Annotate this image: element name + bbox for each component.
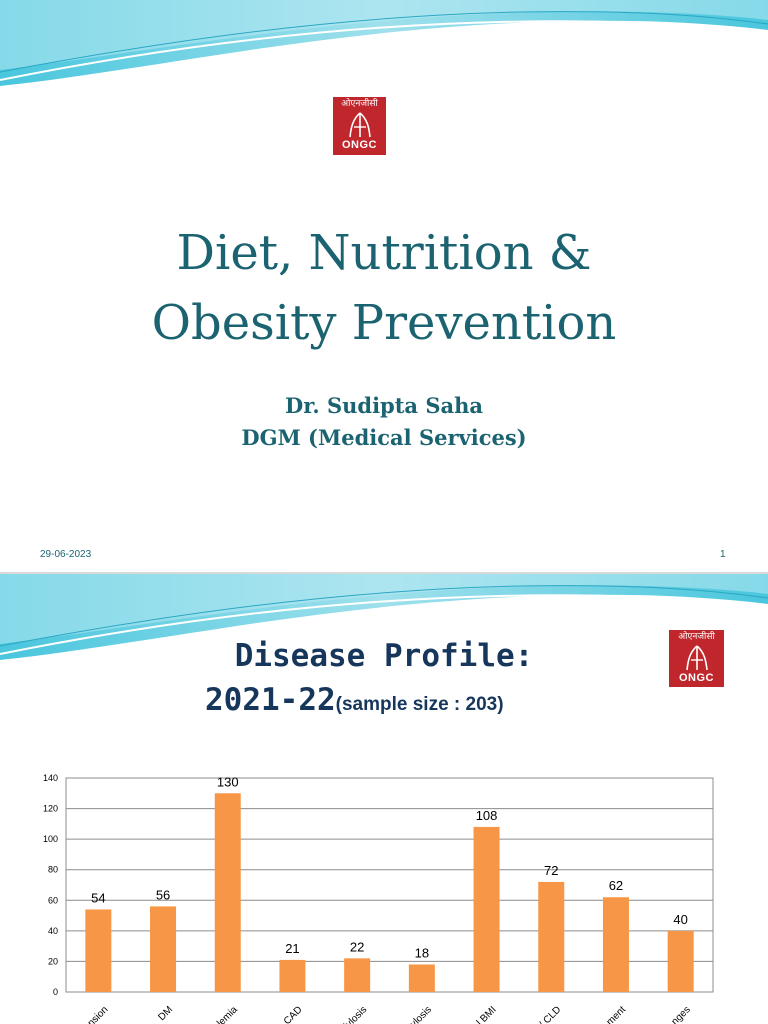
y-tick-label: 0 [53,987,58,997]
data-label: 72 [544,863,558,878]
y-tick-label: 20 [48,956,58,966]
bar [408,964,435,992]
category-label: ment [605,1004,629,1024]
y-tick-label: 60 [48,895,58,905]
title-line-1: Diet, Nutrition & [176,225,592,281]
bar [150,906,177,992]
category-label: iylosis [342,1004,369,1024]
bar [473,826,500,992]
category-label: l BMI [475,1004,499,1024]
bar [279,959,306,992]
y-tick-label: 40 [48,926,58,936]
sample-size-note: (sample size : 203) [335,694,504,715]
data-label: 18 [415,945,429,960]
y-tick-label: 120 [43,804,58,814]
presenter-info: Dr. Sudipta Saha DGM (Medical Services) [0,390,768,454]
disease-profile-slide: ओएनजीसी ONGC Disease Profile: 2021-22(sa… [0,574,768,1024]
data-label: 21 [285,941,299,956]
bar [667,930,694,992]
title-line-2: Obesity Prevention [151,295,617,351]
category-label: DM [156,1004,175,1023]
data-label: 130 [217,774,239,789]
y-tick-label: 140 [43,773,58,783]
data-label: 54 [91,890,105,905]
ongc-emblem-icon [685,645,708,671]
data-label: 56 [156,887,170,902]
data-label: 62 [609,878,623,893]
bar [85,909,112,992]
data-label: 40 [673,912,687,927]
y-tick-label: 80 [48,865,58,875]
category-label: CAD [282,1004,305,1024]
slide-date: 29-06-2023 [40,549,92,560]
category-label: / CLD [538,1004,564,1024]
disease-profile-chart: 0 20 40 60 80 100 120 140 54 nsion 56 DM 130 lemia 21 C… [43,773,714,1024]
y-tick-label: 100 [43,834,58,844]
bar [538,881,565,992]
ongc-logo: ओएनजीसी ONGC [669,630,724,687]
ongc-emblem-icon [348,112,371,138]
slide-title-line-1: Disease Profile: [234,638,534,674]
ongc-logo: ओएनजीसी ONGC [333,97,386,155]
category-label: nges [670,1004,693,1024]
data-label: 108 [476,808,498,823]
bar [602,897,629,992]
category-label: lemia [215,1004,240,1024]
data-label: 22 [350,939,364,954]
title-slide: ओएनजीसी ONGC Diet, Nutrition & Obesity P… [0,0,768,560]
author-designation: DGM (Medical Services) [241,425,527,450]
presentation-title: Diet, Nutrition & Obesity Prevention [0,218,768,358]
plot-area [65,777,714,993]
slide-separator [0,572,768,574]
slide-number: 1 [720,549,726,560]
slide-title-year: 2021-22 [205,682,336,718]
category-label: ylosis [409,1004,434,1024]
header-wave-decoration [0,574,768,660]
category-label: nsion [86,1004,111,1024]
header-wave-decoration [0,0,768,86]
bar [344,958,371,992]
author-name: Dr. Sudipta Saha [284,393,483,418]
bar [214,793,241,992]
slide-title-line-2: 2021-22(sample size : 203) [205,680,504,725]
